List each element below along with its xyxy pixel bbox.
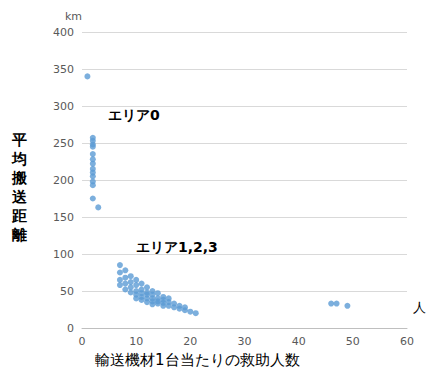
svg-text:均: 均 <box>11 150 27 168</box>
svg-text:輸送機材1台当たりの救助人数: 輸送機材1台当たりの救助人数 <box>95 351 300 369</box>
svg-text:km: km <box>65 10 82 23</box>
svg-text:0: 0 <box>67 322 74 335</box>
svg-text:距: 距 <box>11 207 27 225</box>
svg-text:50: 50 <box>346 335 360 348</box>
svg-text:50: 50 <box>60 285 74 298</box>
svg-text:40: 40 <box>292 335 306 348</box>
svg-text:100: 100 <box>53 248 74 261</box>
svg-text:200: 200 <box>53 174 74 187</box>
svg-text:エリア1,2,3: エリア1,2,3 <box>136 239 218 255</box>
svg-text:150: 150 <box>53 211 74 224</box>
svg-text:30: 30 <box>238 335 252 348</box>
svg-text:離: 離 <box>11 226 27 244</box>
svg-text:送: 送 <box>11 188 28 206</box>
svg-text:350: 350 <box>53 63 74 76</box>
svg-text:300: 300 <box>53 100 74 113</box>
svg-text:エリア0: エリア0 <box>108 107 160 123</box>
svg-text:400: 400 <box>53 26 74 39</box>
svg-text:10: 10 <box>129 335 143 348</box>
svg-text:人: 人 <box>413 300 426 315</box>
svg-text:平: 平 <box>11 131 27 149</box>
svg-text:250: 250 <box>53 137 74 150</box>
svg-text:搬: 搬 <box>11 169 28 187</box>
svg-text:0: 0 <box>79 335 86 348</box>
svg-text:20: 20 <box>183 335 197 348</box>
svg-text:60: 60 <box>400 335 414 348</box>
